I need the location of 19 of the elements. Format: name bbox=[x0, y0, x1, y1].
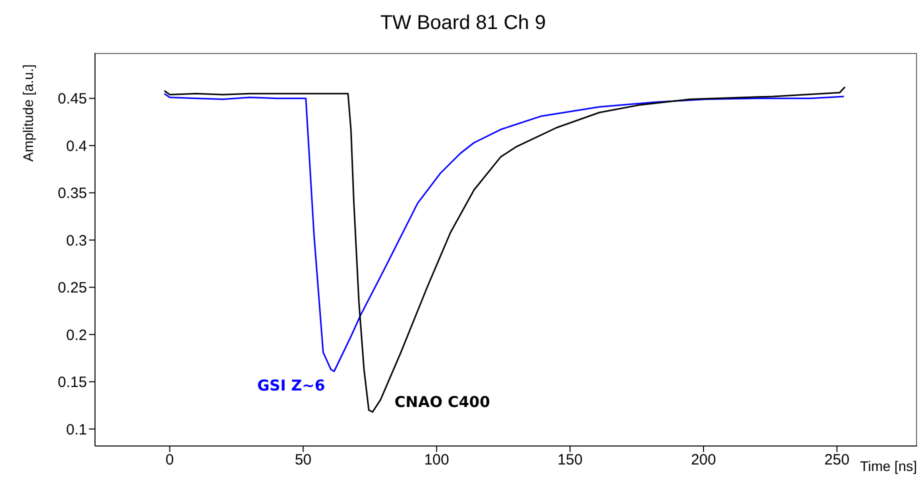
y-tick-label: 0.2 bbox=[66, 326, 87, 344]
x-tick-label: 0 bbox=[166, 452, 174, 469]
y-tick-label: 0.35 bbox=[58, 185, 87, 202]
x-tick-label: 100 bbox=[424, 452, 450, 469]
series-label: GSI Z~6 bbox=[257, 376, 326, 394]
y-tick-label: 0.4 bbox=[66, 138, 87, 155]
series-label: CNAO C400 bbox=[394, 392, 490, 411]
x-tick-label: 250 bbox=[824, 452, 850, 469]
y-tick-label: 0.25 bbox=[58, 280, 87, 297]
y-tick-label: 0.45 bbox=[58, 90, 87, 108]
y-tick-label: 0.15 bbox=[58, 374, 87, 392]
x-tick-label: 150 bbox=[558, 452, 583, 469]
y-axis-title: Amplitude [a.u.] bbox=[20, 64, 36, 162]
y-tick-label: 0.3 bbox=[66, 232, 87, 250]
x-tick-label: 50 bbox=[294, 452, 312, 469]
x-axis-title: Time [ns] bbox=[860, 458, 917, 474]
chart-title: TW Board 81 Ch 9 bbox=[380, 12, 546, 34]
y-tick-label: 0.1 bbox=[66, 421, 87, 438]
x-tick-label: 200 bbox=[690, 452, 716, 469]
